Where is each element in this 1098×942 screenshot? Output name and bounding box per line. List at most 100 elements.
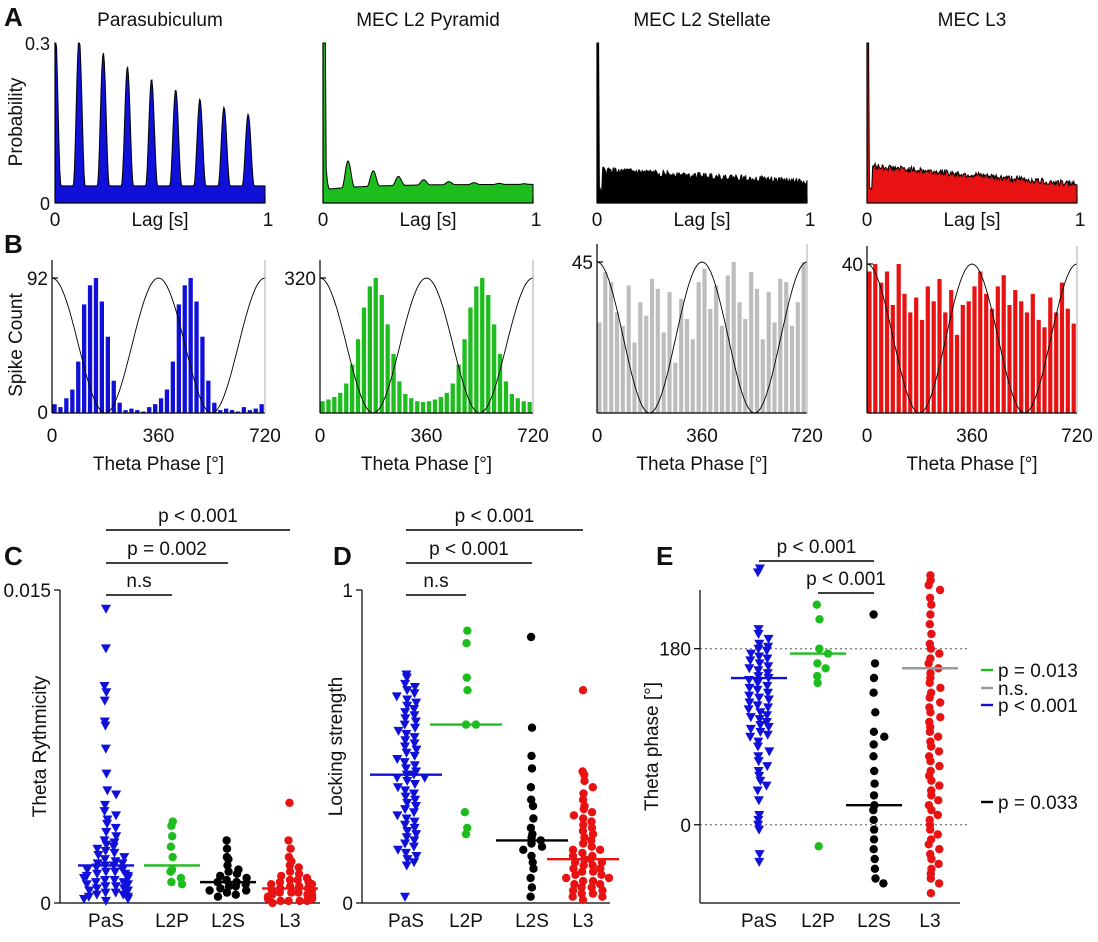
data-point [409, 858, 420, 868]
data-point [401, 833, 412, 843]
data-point [745, 649, 756, 659]
scatter-y-tick-label: 0 [342, 894, 353, 915]
data-point [869, 825, 879, 834]
data-point [285, 861, 294, 870]
panel-letter-d: D [333, 541, 352, 571]
data-point [870, 864, 880, 873]
histogram-bar [902, 293, 907, 413]
panel-a-y-axis-label: Probability [6, 77, 27, 166]
hist-x-tick: 360 [143, 426, 175, 447]
histogram-bar [515, 398, 520, 413]
histogram-bar [117, 402, 122, 413]
data-point [99, 696, 110, 706]
histogram-bar [954, 334, 960, 413]
histogram-bar [766, 292, 771, 413]
category-label-l2p: L2P [801, 911, 835, 932]
data-point [275, 877, 285, 887]
data-point [762, 688, 773, 698]
data-point [579, 789, 588, 798]
data-point [409, 751, 420, 761]
data-point [926, 610, 935, 619]
histogram-bar [58, 407, 63, 413]
data-point [588, 783, 597, 792]
histogram-bar [486, 294, 491, 413]
data-point [402, 686, 413, 696]
data-point [400, 736, 411, 746]
histogram-bar [385, 324, 390, 413]
hist-x-tick: 0 [315, 426, 326, 447]
histogram-bar [867, 271, 872, 413]
hist-x-axis-label: Theta Phase [°] [361, 454, 492, 475]
histogram-bar [421, 402, 426, 413]
data-point [92, 844, 103, 854]
data-point [232, 869, 242, 878]
data-point [927, 854, 936, 864]
histogram-bar [241, 407, 246, 413]
panel-a-y-tick-zero: 0 [40, 194, 50, 214]
data-point [295, 896, 304, 906]
histogram-bar [182, 285, 187, 413]
data-point [117, 859, 128, 869]
data-point [100, 888, 111, 898]
acg-x-axis-label: Lag [s] [673, 210, 730, 231]
hist-y-tick-max: 92 [27, 269, 48, 290]
phase-histogram-0: 92 00 360 720 Theta Phase [°] [27, 260, 281, 475]
histogram-bar [626, 285, 631, 413]
category-label-l2p: L2P [155, 911, 189, 932]
data-point [222, 888, 232, 897]
data-point [526, 873, 535, 883]
data-point [869, 791, 879, 800]
significance-label: p < 0.001 [806, 569, 886, 590]
data-point [595, 845, 605, 854]
data-point [870, 659, 880, 668]
data-point [935, 761, 944, 771]
data-point [578, 686, 588, 695]
data-point [527, 751, 536, 761]
data-point [925, 593, 935, 602]
data-point [167, 821, 176, 830]
histogram-bar [749, 272, 754, 413]
data-point [745, 713, 756, 723]
data-point [752, 701, 763, 711]
data-point [400, 848, 411, 858]
histogram-bar [111, 380, 116, 413]
data-point [568, 886, 578, 895]
data-point [408, 808, 419, 818]
data-point [101, 769, 112, 779]
histogram-bar [1007, 305, 1012, 413]
histogram-bar [462, 339, 467, 413]
histogram-bar [409, 398, 414, 413]
data-point [399, 720, 410, 730]
data-point [110, 867, 121, 877]
data-point [763, 634, 774, 644]
acg-x-tick-1: 1 [263, 210, 274, 231]
data-point [527, 795, 536, 804]
phase-histogram-3: 40 0 360 720 Theta Phase [°] [842, 246, 1093, 475]
data-point [213, 892, 223, 901]
data-point [392, 773, 403, 783]
histogram-bar [719, 325, 725, 413]
histogram-bar [995, 286, 1000, 413]
histogram-bar [391, 353, 396, 413]
data-point [284, 836, 293, 845]
data-point [100, 896, 111, 906]
histogram-bar [497, 353, 503, 413]
data-point [224, 867, 233, 876]
category-label-pas: PaS [741, 911, 777, 932]
histogram-bar [99, 301, 104, 413]
data-point [578, 826, 588, 836]
hist-y-tick-max: 40 [842, 255, 863, 276]
acg-panel-1: MEC L2 Pyramid 0 1 Lag [s] [318, 10, 542, 231]
hist-x-tick: 720 [517, 426, 549, 447]
data-point [92, 869, 103, 879]
histogram-bar [218, 410, 223, 413]
histogram-bar [1001, 275, 1006, 413]
hist-x-axis-label: Theta Phase [°] [636, 454, 767, 475]
panel-letter-c: C [4, 541, 23, 571]
data-point [419, 773, 430, 783]
data-point [463, 626, 472, 635]
hist-x-tick: 360 [411, 426, 443, 447]
data-point [925, 727, 935, 736]
histogram-bar [527, 402, 532, 413]
data-point [935, 585, 945, 595]
